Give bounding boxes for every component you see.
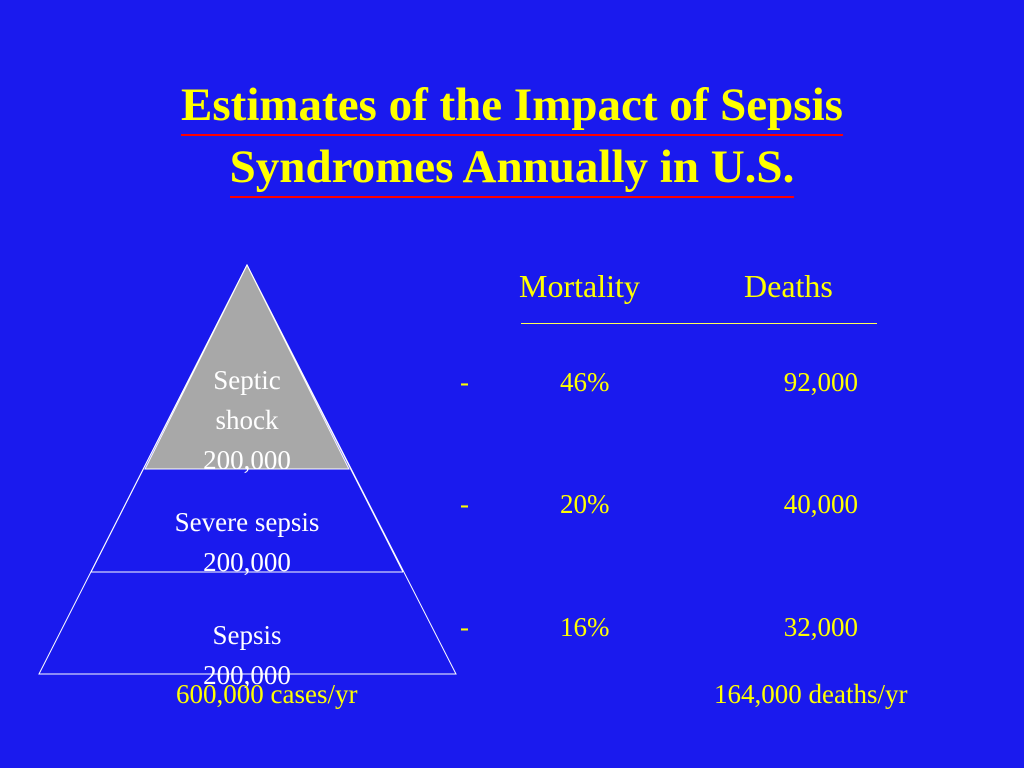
sepsis-line1: Sepsis bbox=[212, 620, 282, 650]
sepsis-label: Sepsis 200,000 bbox=[147, 615, 347, 695]
header-underline bbox=[521, 323, 877, 324]
septic-shock-line1: Septic bbox=[213, 365, 281, 395]
table-row: - 16% 32,000 bbox=[0, 612, 1024, 652]
row-dash: - bbox=[460, 367, 469, 397]
table-row: - 46% 92,000 bbox=[0, 367, 1024, 407]
deaths-header: Deaths bbox=[744, 268, 833, 304]
septic-shock-line2: shock bbox=[215, 405, 279, 435]
severe-sepsis-label: Severe sepsis 200,000 bbox=[97, 502, 397, 582]
table-row: - 20% 40,000 bbox=[0, 489, 1024, 529]
mortality-header: Mortality bbox=[519, 268, 640, 304]
mortality-value: 46% bbox=[560, 367, 610, 397]
severe-sepsis-line1: Severe sepsis bbox=[174, 507, 320, 537]
mortality-value: 16% bbox=[560, 612, 610, 642]
title-line-2: Syndromes Annually in U.S. bbox=[229, 138, 795, 198]
deaths-value: 32,000 bbox=[783, 612, 858, 642]
title-line-1: Estimates of the Impact of Sepsis bbox=[181, 76, 843, 136]
mortality-value: 20% bbox=[560, 489, 610, 519]
deaths-value: 40,000 bbox=[783, 489, 858, 519]
septic-shock-count: 200,000 bbox=[203, 445, 291, 475]
deaths-value: 92,000 bbox=[783, 367, 858, 397]
total-deaths: 164,000 deaths/yr bbox=[714, 679, 908, 709]
slide-title: Estimates of the Impact of Sepsis Syndro… bbox=[0, 74, 1024, 198]
septic-shock-label: Septic shock 200,000 bbox=[147, 360, 347, 480]
total-cases: 600,000 cases/yr bbox=[176, 679, 358, 709]
severe-sepsis-count: 200,000 bbox=[203, 547, 291, 577]
row-dash: - bbox=[460, 612, 469, 642]
row-dash: - bbox=[460, 489, 469, 519]
sepsis-count: 200,000 bbox=[203, 660, 291, 690]
